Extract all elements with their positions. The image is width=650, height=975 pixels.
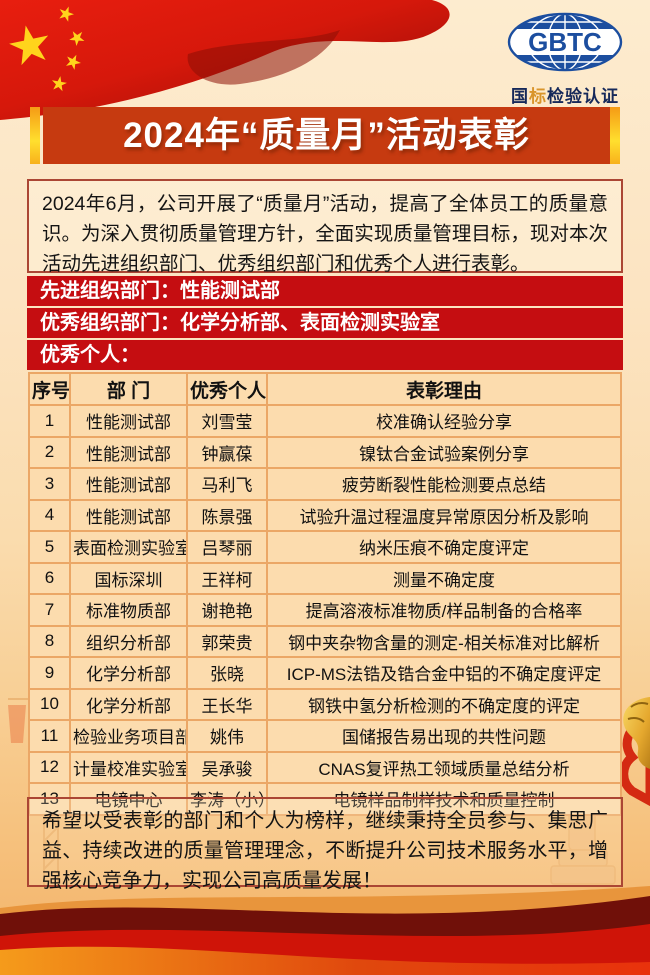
cell-department: 性能测试部 [69,498,188,532]
cell-department: 化学分析部 [69,687,188,721]
cell-person: 马利飞 [186,467,268,501]
poster-title: 2024年“质量月”活动表彰 [43,107,610,164]
awards-table: 序号 部 门 优秀个人 表彰理由 1 性能测试部 刘雪莹 校准确认经验分享 2 性能测试部… [28,372,622,816]
closing-paragraph: 希望以受表彰的部门和个人为榜样，继续秉持全员参与、集思广益、持续改进的质量管理理… [27,797,623,892]
cell-department: 化学分析部 [69,656,188,690]
cell-index: 2 [28,435,71,469]
cell-department: 性能测试部 [69,404,188,438]
cell-person: 张晓 [186,656,268,690]
cell-person: 陈景强 [186,498,268,532]
table-row: 4 性能测试部 陈景强 试验升温过程温度异常原因分析及影响 [28,498,622,532]
cell-reason: CNAS复评热工领域质量总结分析 [266,750,622,784]
cell-department: 计量校准实验室 [69,750,188,784]
gbtc-globe-icon: GBTC [507,12,623,72]
cell-reason: 钢中夹杂物含量的测定-相关标准对比解析 [266,624,622,658]
table-row: 10 化学分析部 王长华 钢铁中氢分析检测的不确定度的评定 [28,687,622,721]
cell-department: 组织分析部 [69,624,188,658]
cell-reason: 测量不确定度 [266,561,622,595]
cell-index: 3 [28,467,71,501]
cell-index: 12 [28,750,71,784]
gbtc-logo: GBTC 国标检验认证 [503,12,627,107]
bottom-wave-decoration [0,886,650,975]
header-row: 序号 部 门 优秀个人 表彰理由 [28,372,622,406]
award-bar-excellent-dept: 优秀组织部门：化学分析部、表面检测实验室 [27,308,623,338]
intro-paragraph: 2024年6月，公司开展了“质量月”活动，提高了全体员工的质量意识。为深入贯彻质… [27,179,623,275]
cell-person: 吴承骏 [186,750,268,784]
header-person: 优秀个人 [186,372,268,406]
cell-index: 1 [28,404,71,438]
cell-person: 谢艳艳 [186,593,268,627]
cell-person: 姚伟 [186,719,268,753]
cell-index: 9 [28,656,71,690]
cell-index: 8 [28,624,71,658]
cell-person: 吕琴丽 [186,530,268,564]
cell-index: 11 [28,719,71,753]
banner-gold-edge-left [30,107,40,164]
table-row: 12 计量校准实验室 吴承骏 CNAS复评热工领域质量总结分析 [28,750,622,784]
awards-table-body: 1 性能测试部 刘雪莹 校准确认经验分享 2 性能测试部 钟赢葆 镍钛合金试验案例分享 3 性能测… [28,404,622,816]
table-row: 7 标准物质部 谢艳艳 提高溶液标准物质/样品制备的合格率 [28,593,622,627]
table-row: 3 性能测试部 马利飞 疲劳断裂性能检测要点总结 [28,467,622,501]
header-department: 部 门 [69,372,188,406]
cell-reason: 纳米压痕不确定度评定 [266,530,622,564]
cell-person: 刘雪莹 [186,404,268,438]
table-row: 9 化学分析部 张晓 ICP-MS法锆及锆合金中铝的不确定度评定 [28,656,622,690]
table-row: 1 性能测试部 刘雪莹 校准确认经验分享 [28,404,622,438]
header-reason: 表彰理由 [266,372,622,406]
cell-department: 性能测试部 [69,467,188,501]
header-index: 序号 [28,372,71,406]
award-bar-excellent-individual: 优秀个人： [27,340,623,370]
banner-gold-edge-right [610,107,620,164]
awards-table-head: 序号 部 门 优秀个人 表彰理由 [28,372,622,406]
cell-index: 5 [28,530,71,564]
cell-department: 检验业务项目部 [69,719,188,753]
table-row: 8 组织分析部 郭荣贵 钢中夹杂物含量的测定-相关标准对比解析 [28,624,622,658]
golden-dragon-ornament [619,697,650,807]
table-row: 11 检验业务项目部 姚伟 国储报告易出现的共性问题 [28,719,622,753]
award-bar-advanced-dept: 先进组织部门：性能测试部 [27,276,623,306]
cell-reason: 国储报告易出现的共性问题 [266,719,622,753]
cell-index: 6 [28,561,71,595]
cell-reason: 疲劳断裂性能检测要点总结 [266,467,622,501]
cell-reason: 试验升温过程温度异常原因分析及影响 [266,498,622,532]
cell-department: 标准物质部 [69,593,188,627]
cell-index: 4 [28,498,71,532]
cell-index: 10 [28,687,71,721]
cell-person: 郭荣贵 [186,624,268,658]
cell-index: 7 [28,593,71,627]
cell-reason: 校准确认经验分享 [266,404,622,438]
cell-department: 表面检测实验室 [69,530,188,564]
table-row: 6 国标深圳 王祥柯 测量不确定度 [28,561,622,595]
cell-person: 王长华 [186,687,268,721]
cell-reason: 提高溶液标准物质/样品制备的合格率 [266,593,622,627]
cell-reason: 镍钛合金试验案例分享 [266,435,622,469]
logo-acronym: GBTC [528,27,602,57]
cell-reason: ICP-MS法锆及锆合金中铝的不确定度评定 [266,656,622,690]
logo-subtitle: 国标检验认证 [511,87,619,106]
cell-person: 王祥柯 [186,561,268,595]
china-flag-illustration [0,0,450,120]
cell-department: 国标深圳 [69,561,188,595]
cell-reason: 钢铁中氢分析检测的不确定度的评定 [266,687,622,721]
table-row: 5 表面检测实验室 吕琴丽 纳米压痕不确定度评定 [28,530,622,564]
logo-subtitle-highlight: 标 [529,87,547,106]
cell-department: 性能测试部 [69,435,188,469]
cell-person: 钟赢葆 [186,435,268,469]
table-row: 2 性能测试部 钟赢葆 镍钛合金试验案例分享 [28,435,622,469]
